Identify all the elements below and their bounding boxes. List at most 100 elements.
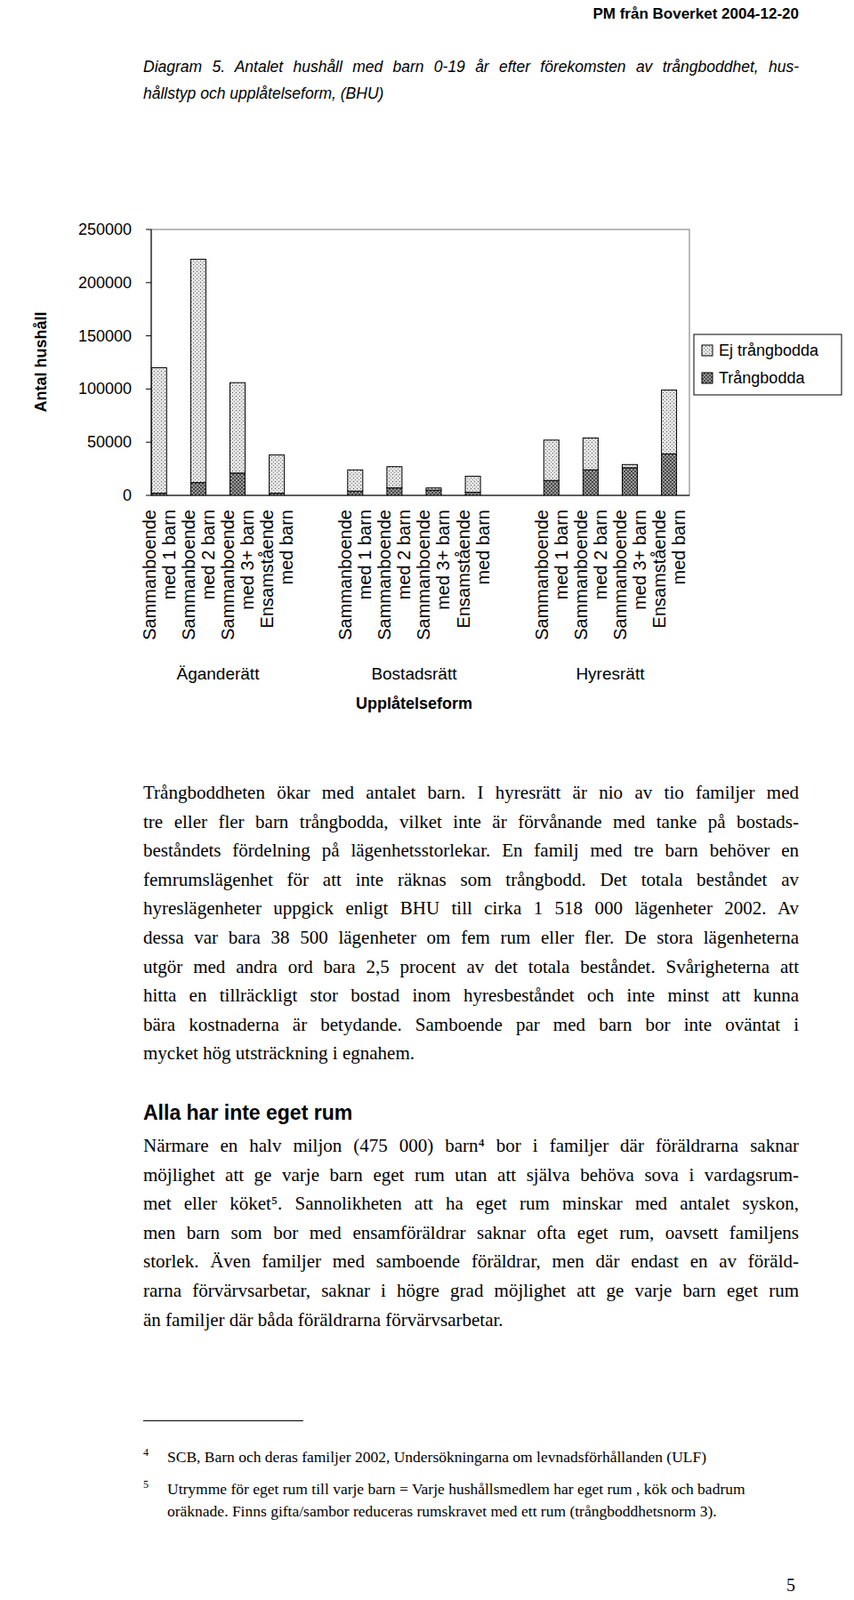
- x-tick-label: Sammanboendemed 1 barn: [531, 509, 572, 641]
- legend-box: [693, 334, 842, 395]
- bars: [151, 258, 677, 496]
- x-tick-label: Sammanboendemed 3+ barn: [610, 509, 650, 641]
- bar-segment: [621, 464, 637, 468]
- paragraph-line: mycket hög utsträckning i egnahem.: [143, 1039, 799, 1069]
- x-tick-label-line: med 1 barn: [354, 509, 375, 600]
- bar-segment: [582, 437, 598, 470]
- section-heading: Alla har inte eget rum: [143, 1098, 799, 1128]
- paragraph-line: rarna förvärvsarbetar, saknar i högre gr…: [143, 1276, 799, 1306]
- page-number: 5: [786, 1575, 796, 1596]
- x-tick-label-line: Sammanboende: [531, 509, 552, 641]
- page: PM från Boverket 2004-12-20 Diagram 5. An…: [0, 0, 854, 1600]
- legend-label: Ej trångbodda: [718, 341, 820, 360]
- x-tick-label-line: Sammanboende: [217, 509, 238, 641]
- y-tick: [145, 442, 152, 444]
- legend-swatch: [701, 345, 713, 356]
- x-tick-label-line: Ensamstående: [257, 509, 277, 629]
- y-tick: [145, 495, 152, 497]
- x-tick-label-line: med 2 barn: [198, 509, 218, 600]
- paragraph-line: hyreslägenheter uppgick enligt BHU till …: [143, 894, 799, 924]
- bar-segment: [543, 480, 559, 496]
- x-tick-label-line: med 2 barn: [394, 509, 414, 600]
- bar-segment: [230, 473, 246, 496]
- x-tick-label: Sammanboendemed 1 barn: [335, 509, 375, 641]
- paragraph-line: dessa var bara 38 500 lägenheter om fem …: [143, 923, 799, 953]
- bar-segment: [230, 382, 246, 474]
- chart-title: Diagram 5. Antalet hushåll med barn 0-19…: [143, 53, 799, 107]
- body-text: Trångboddheten ökar med antalet barn. I …: [143, 778, 799, 1335]
- x-tick-label-line: med 2 barn: [590, 509, 611, 600]
- page-header: PM från Boverket 2004-12-20: [592, 5, 799, 24]
- paragraph-line: femrumslägenhet för att inte räknas som …: [143, 865, 799, 895]
- x-tick-label-line: med 1 barn: [551, 509, 572, 600]
- x-tick-label-line: med 3+ barn: [433, 509, 453, 611]
- bar-segment: [426, 488, 442, 491]
- paragraph-line: utgör med andra ord bara 2,5 procent av …: [143, 952, 799, 983]
- paragraph-line: än familjer där båda föräldrarna förvärv…: [143, 1305, 799, 1336]
- y-tick: [145, 229, 152, 231]
- plot-frame: [151, 229, 690, 496]
- paragraph-line: Trångboddheten ökar med antalet barn. I …: [143, 778, 799, 808]
- footnote-line: SCB, Barn och deras familjer 2002, Under…: [167, 1446, 820, 1469]
- legend-swatch: [701, 372, 713, 384]
- x-tick-label-line: Sammanboende: [335, 509, 355, 641]
- x-tick-label-line: med 3+ barn: [629, 509, 650, 611]
- paragraph-line: beståndets fördelning på lägenhetsstorle…: [143, 836, 799, 866]
- bar-segment: [190, 258, 206, 483]
- chart-title-line: hållstyp och upplåtelseform, (BHU): [143, 80, 799, 107]
- x-tick-label: Sammanboendemed 3+ barn: [413, 509, 453, 641]
- group-label: Äganderätt: [176, 664, 260, 684]
- x-tick-label-line: med barn: [668, 509, 689, 586]
- bar-segment: [621, 467, 637, 496]
- y-tick-label: 200000: [78, 273, 132, 292]
- group-label: Bostadsrätt: [370, 664, 458, 684]
- y-tick: [145, 335, 152, 337]
- x-tick-label: Ensamståendemed barn: [453, 509, 493, 629]
- footnote: 4SCB, Barn och deras familjer 2002, Unde…: [143, 1446, 820, 1469]
- x-tick-label: Ensamståendemed barn: [649, 509, 689, 629]
- paragraph-line: Närmare en halv miljon (475 000) barn⁴ b…: [143, 1131, 799, 1161]
- y-tick: [145, 281, 152, 283]
- paragraph-line: met eller köket⁵. Sannolikheten att ha e…: [143, 1189, 799, 1219]
- y-tick: [145, 388, 152, 390]
- legend-label: Trångbodda: [718, 369, 806, 387]
- y-tick-label: 100000: [78, 379, 132, 398]
- paragraph-line: bära kostnaderna är betydande. Samboende…: [143, 1010, 799, 1040]
- paragraph: Närmare en halv miljon (475 000) barn⁴ b…: [143, 1131, 799, 1335]
- bar-segment: [426, 490, 442, 496]
- footnote-marker: 4: [143, 1442, 149, 1465]
- group-label: Hyresrätt: [575, 664, 645, 684]
- x-tick-label: Sammanboendemed 3+ barn: [217, 509, 258, 641]
- bar-segment: [347, 491, 363, 496]
- paragraph: Trångboddheten ökar med antalet barn. I …: [143, 778, 799, 1069]
- bar-segment: [465, 475, 481, 492]
- footnote-line: Utrymme för eget rum till varje barn = V…: [167, 1478, 820, 1501]
- bar-segment: [661, 390, 677, 455]
- x-tick-label: Sammanboendemed 2 barn: [374, 509, 414, 641]
- x-tick-label-line: med 1 barn: [159, 509, 179, 600]
- bar-segment: [347, 469, 363, 492]
- x-tick-label-line: Sammanboende: [374, 509, 395, 641]
- bar-segment: [543, 440, 559, 481]
- bar-segment: [661, 453, 677, 496]
- paragraph-line: storlek. Även familjer med samboende för…: [143, 1247, 799, 1277]
- y-tick-label: 150000: [78, 327, 132, 346]
- x-tick-label-line: Sammanboende: [139, 509, 160, 641]
- x-tick-label: Sammanboendemed 2 barn: [178, 509, 218, 641]
- y-tick-label: 0: [122, 486, 132, 505]
- paragraph-line: hitta en tillräckligt stor bostad inom h…: [143, 981, 799, 1011]
- y-tick-label: 50000: [87, 433, 132, 452]
- x-tick-label: Ensamståendemed barn: [257, 509, 297, 629]
- y-axis-title: Antal hushåll: [32, 311, 50, 412]
- bar-segment: [465, 491, 481, 496]
- legend: Ej trångbodda Trångbodda: [693, 334, 842, 395]
- x-tick-label-line: Sammanboende: [178, 509, 199, 641]
- x-tick-label: Sammanboendemed 1 barn: [139, 509, 179, 641]
- bar-segment: [582, 469, 598, 496]
- footnote-marker: 5: [143, 1474, 149, 1497]
- x-tick-label-line: Sammanboende: [413, 509, 434, 641]
- x-tick-label-line: med barn: [473, 509, 493, 586]
- bar-segment: [190, 483, 206, 496]
- paragraph-line: tre eller fler barn trångbodda, vilket i…: [143, 807, 799, 838]
- paragraph-line: men barn som bor med ensamföräldrar sakn…: [143, 1218, 799, 1249]
